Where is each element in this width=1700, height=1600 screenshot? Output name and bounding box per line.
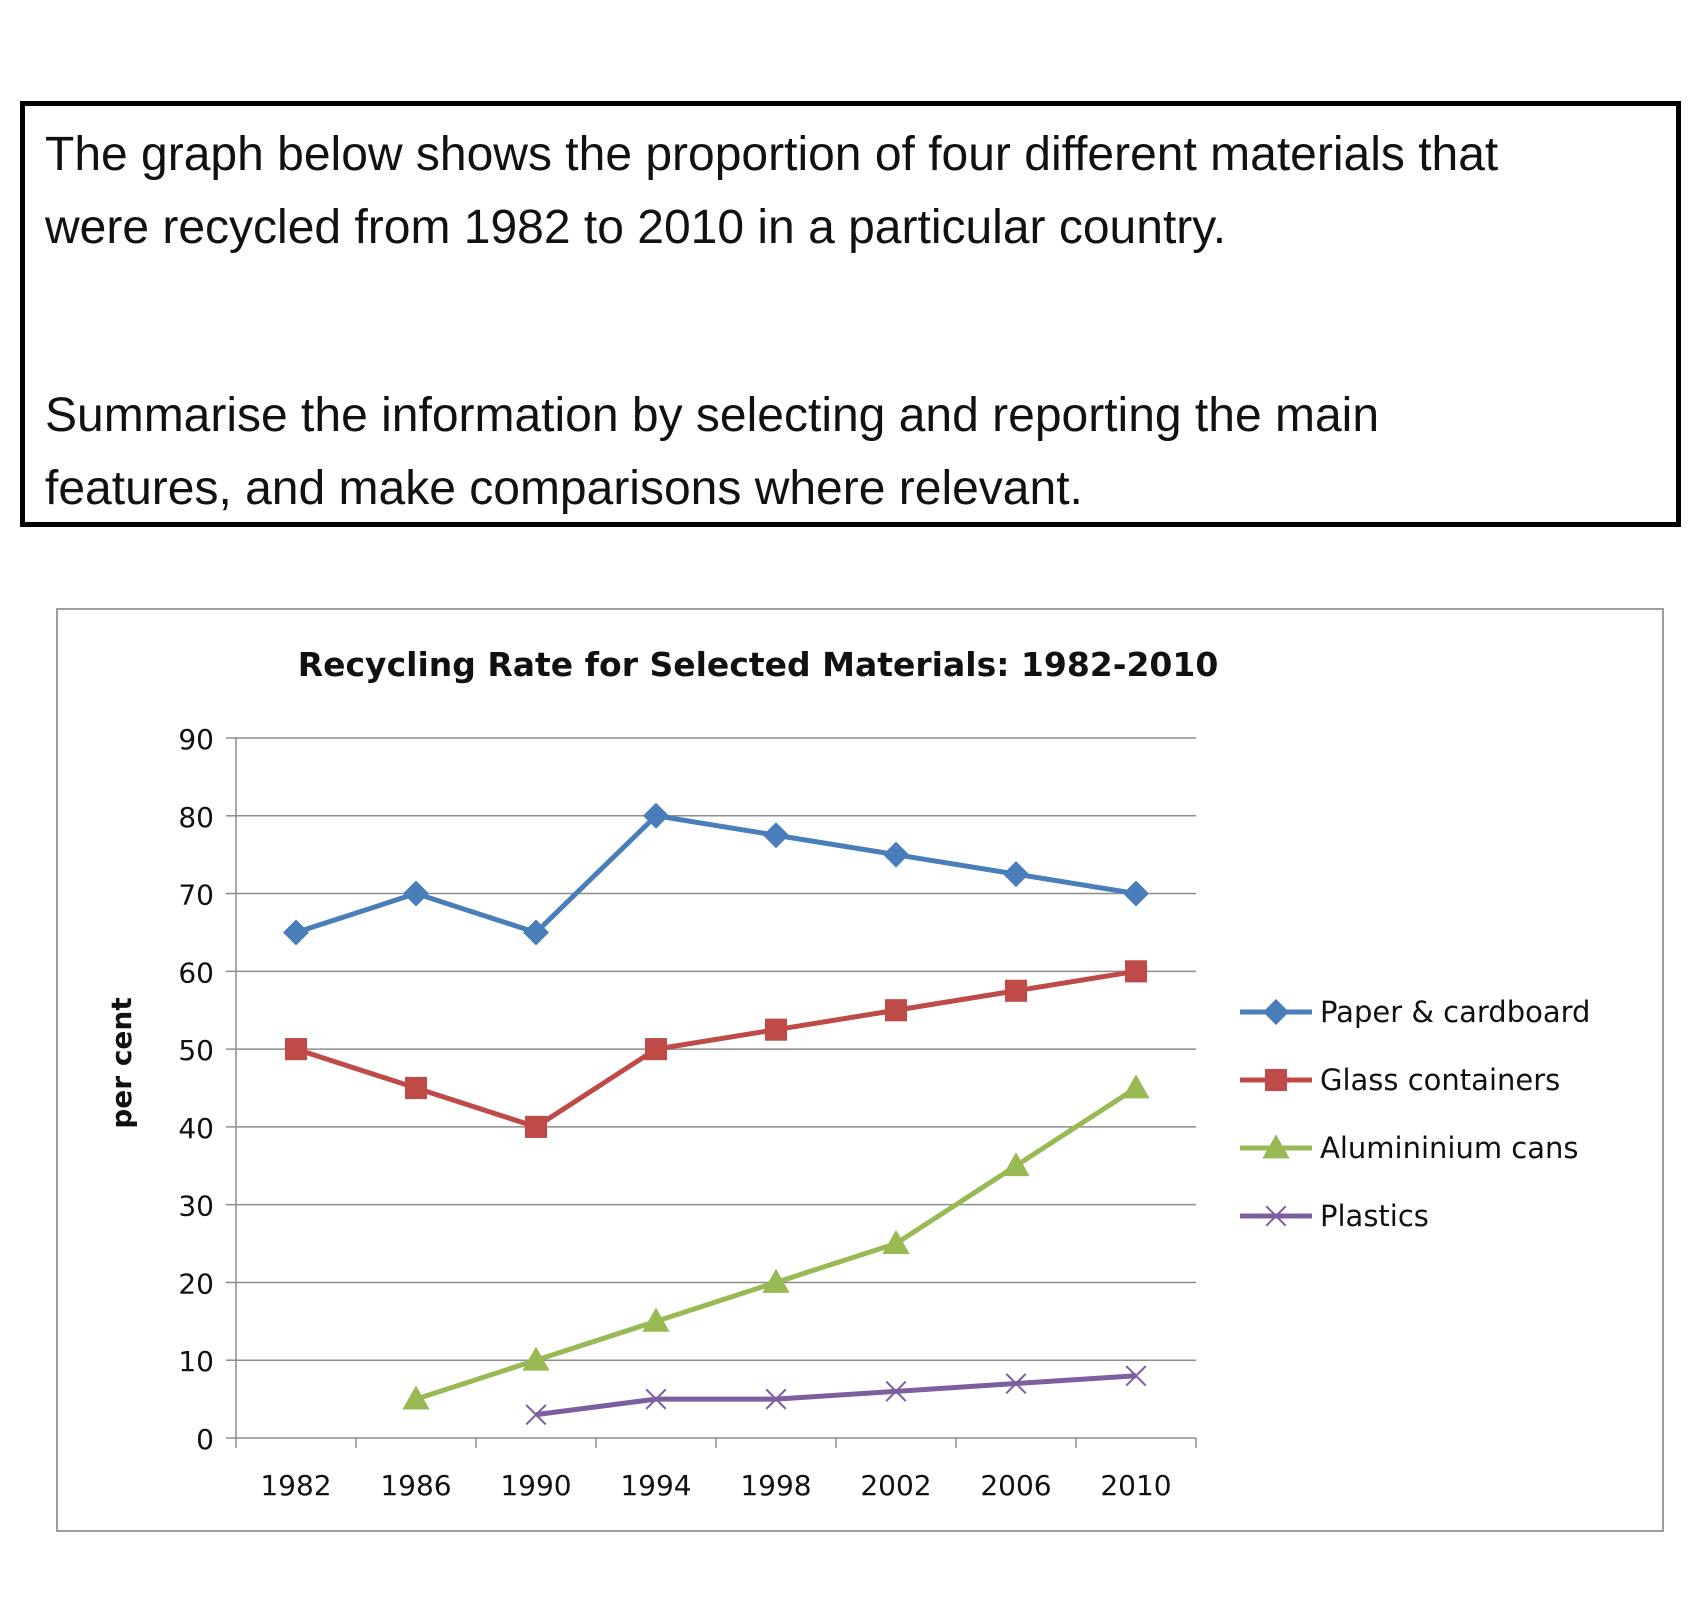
y-tick-label: 60 (178, 956, 214, 989)
data-point-triangle (882, 1229, 910, 1254)
x-marker-stroke (1265, 1205, 1287, 1227)
x-tick-label: 2002 (860, 1469, 931, 1502)
y-tick-label: 40 (178, 1112, 214, 1145)
series-line (535, 1373, 1137, 1418)
y-tick-label: 30 (178, 1190, 214, 1223)
legend-item: Alumininium cans (1240, 1131, 1579, 1165)
x-marker-stroke (1005, 1373, 1027, 1395)
x-tick-label: 1998 (740, 1469, 811, 1502)
data-point-square (1264, 1068, 1288, 1092)
data-point-diamond (1123, 880, 1149, 907)
task-prompt-box: The graph below shows the proportion of … (20, 101, 1681, 527)
data-point-triangle (762, 1268, 790, 1293)
legend-item: Paper & cardboard (1240, 995, 1590, 1029)
data-point-diamond (1003, 861, 1029, 888)
data-point-x (1265, 1205, 1287, 1227)
x-tick-label: 1986 (380, 1469, 451, 1502)
legend-item: Glass containers (1240, 1063, 1560, 1097)
legend-label: Paper & cardboard (1320, 995, 1590, 1029)
data-point-square (884, 999, 908, 1022)
data-point-x (645, 1388, 667, 1410)
data-point-diamond (403, 880, 429, 907)
data-point-x (765, 1388, 787, 1410)
prompt-spacer (45, 264, 1656, 379)
chart-title: Recycling Rate for Selected Materials: 1… (298, 645, 1219, 684)
legend: Paper & cardboard Glass containers Alumini… (1240, 995, 1590, 1233)
data-point-square (764, 1018, 788, 1041)
data-point-x (525, 1404, 547, 1426)
series-line (295, 968, 1137, 1130)
data-point-x (1125, 1365, 1147, 1387)
gridlines (236, 737, 1196, 1361)
data-point-diamond (883, 841, 909, 868)
line-chart: Recycling Rate for Selected Materials: 1… (105, 645, 1590, 1502)
data-point-diamond (643, 802, 669, 829)
data-point-square (404, 1076, 428, 1100)
series-line (415, 1085, 1138, 1402)
data-point-x (885, 1380, 907, 1402)
x-tick-label: 2006 (980, 1469, 1051, 1502)
x-tick-label: 1990 (500, 1469, 571, 1502)
data-point-triangle (522, 1346, 550, 1371)
data-point-diamond (523, 919, 549, 946)
data-point-triangle (642, 1307, 670, 1332)
data-point-diamond (763, 822, 789, 849)
prompt-line-3: Summarise the information by selecting a… (45, 389, 1380, 442)
x-marker-stroke (525, 1404, 547, 1426)
y-tick-label: 90 (178, 723, 214, 756)
y-tick-label: 20 (178, 1267, 214, 1300)
x-tick-label: 1982 (260, 1469, 331, 1502)
data-point-triangle (402, 1385, 430, 1410)
y-tick-label: 80 (178, 801, 214, 834)
x-marker-stroke (885, 1380, 907, 1402)
legend-label: Alumininium cans (1320, 1131, 1579, 1165)
data-point-x (1005, 1373, 1027, 1395)
data-point-square (1124, 960, 1148, 983)
prompt-line-4: features, and make comparisons where rel… (45, 462, 1083, 515)
axes: 0 10 20 30 40 50 60 70 80 90 1982 1986 1990 1994 1998 2… (178, 723, 1197, 1502)
x-tick-label: 2010 (1100, 1469, 1171, 1502)
legend-label: Glass containers (1320, 1063, 1560, 1097)
data-point-square (284, 1038, 308, 1061)
x-tick-label: 1994 (620, 1469, 691, 1502)
y-tick-label: 70 (178, 879, 214, 912)
y-tick-label: 10 (178, 1345, 214, 1378)
chart-frame: Recycling Rate for Selected Materials: 1… (56, 608, 1664, 1532)
prompt-line-1: The graph below shows the proportion of … (45, 128, 1499, 181)
series-line (295, 813, 1137, 935)
data-point-square (644, 1038, 668, 1061)
data-point-square (1004, 979, 1028, 1002)
x-marker-stroke (645, 1388, 667, 1410)
data-point-triangle (1002, 1152, 1030, 1177)
y-tick-label: 0 (196, 1423, 214, 1456)
legend-item: Plastics (1240, 1199, 1429, 1233)
x-marker-stroke (1125, 1365, 1147, 1387)
x-marker-stroke (765, 1388, 787, 1410)
y-tick-label: 50 (178, 1034, 214, 1067)
data-point-square (524, 1115, 548, 1138)
legend-label: Plastics (1320, 1199, 1429, 1233)
data-point-diamond (283, 919, 309, 946)
prompt-line-2: were recycled from 1982 to 2010 in a par… (45, 201, 1227, 254)
data-point-diamond (1263, 999, 1289, 1025)
data-point-triangle (1262, 1134, 1290, 1159)
data-point-triangle (1122, 1074, 1150, 1099)
series-group (283, 802, 1150, 1426)
y-axis-label: per cent (105, 997, 138, 1129)
